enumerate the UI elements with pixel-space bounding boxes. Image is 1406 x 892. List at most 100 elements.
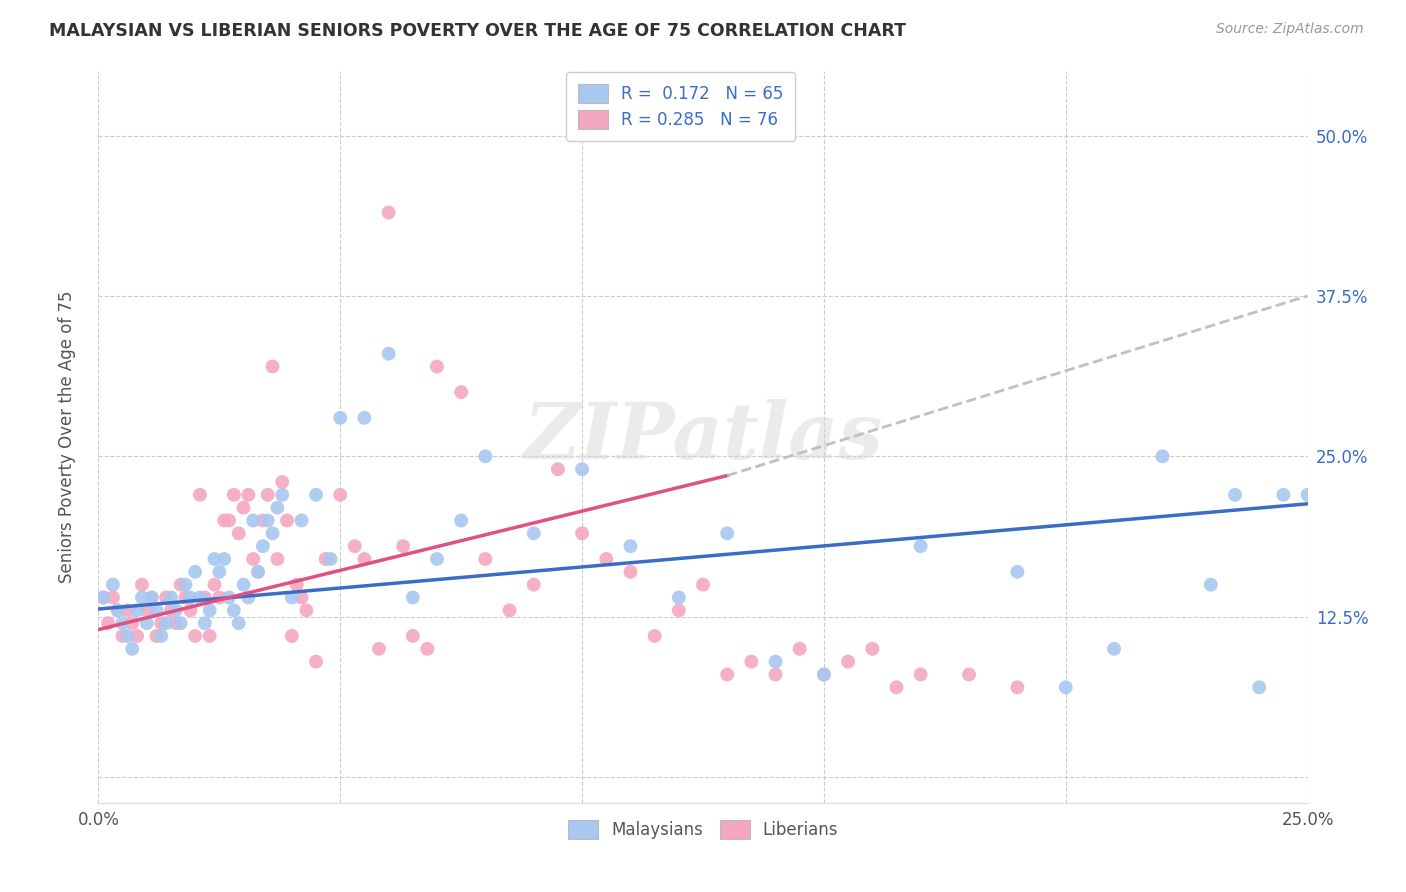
Y-axis label: Seniors Poverty Over the Age of 75: Seniors Poverty Over the Age of 75 bbox=[58, 291, 76, 583]
Point bbox=[285, 577, 308, 591]
Point bbox=[194, 616, 217, 631]
Point bbox=[353, 410, 375, 425]
Point bbox=[169, 577, 191, 591]
Point bbox=[266, 552, 288, 566]
Point bbox=[886, 681, 908, 695]
Point bbox=[155, 591, 177, 605]
Point bbox=[276, 514, 298, 528]
Point bbox=[232, 500, 254, 515]
Point bbox=[450, 385, 472, 400]
Point bbox=[135, 616, 157, 631]
Point bbox=[155, 616, 177, 631]
Point bbox=[238, 591, 260, 605]
Point bbox=[910, 667, 932, 681]
Point bbox=[957, 667, 980, 681]
Point bbox=[208, 565, 231, 579]
Point bbox=[141, 591, 163, 605]
Point bbox=[179, 591, 201, 605]
Point bbox=[644, 629, 666, 643]
Point bbox=[228, 526, 250, 541]
Point bbox=[107, 603, 129, 617]
Point bbox=[111, 629, 134, 643]
Point bbox=[343, 539, 366, 553]
Point bbox=[353, 552, 375, 566]
Point bbox=[179, 603, 201, 617]
Point bbox=[165, 603, 187, 617]
Point bbox=[242, 552, 264, 566]
Point bbox=[150, 616, 173, 631]
Point bbox=[319, 552, 342, 566]
Text: ZIPatlas: ZIPatlas bbox=[523, 399, 883, 475]
Point bbox=[247, 565, 270, 579]
Point bbox=[305, 488, 328, 502]
Point bbox=[111, 616, 134, 631]
Point bbox=[222, 603, 245, 617]
Point bbox=[377, 205, 399, 219]
Point bbox=[416, 641, 439, 656]
Point bbox=[238, 488, 260, 502]
Point bbox=[305, 655, 328, 669]
Point bbox=[1272, 488, 1295, 502]
Point bbox=[91, 591, 114, 605]
Point bbox=[571, 462, 593, 476]
Point bbox=[198, 603, 221, 617]
Point bbox=[271, 475, 294, 489]
Point bbox=[619, 539, 641, 553]
Point bbox=[1199, 577, 1222, 591]
Point bbox=[160, 591, 183, 605]
Point bbox=[523, 577, 546, 591]
Point bbox=[837, 655, 859, 669]
Point bbox=[188, 591, 211, 605]
Point bbox=[247, 565, 270, 579]
Point bbox=[256, 488, 278, 502]
Point bbox=[145, 603, 167, 617]
Point bbox=[212, 552, 235, 566]
Point bbox=[426, 552, 449, 566]
Point bbox=[290, 591, 312, 605]
Point bbox=[121, 641, 143, 656]
Point bbox=[150, 629, 173, 643]
Point bbox=[1249, 681, 1271, 695]
Point bbox=[107, 603, 129, 617]
Point bbox=[402, 629, 425, 643]
Point bbox=[252, 514, 274, 528]
Point bbox=[619, 565, 641, 579]
Point bbox=[222, 488, 245, 502]
Point bbox=[668, 591, 690, 605]
Point bbox=[165, 616, 187, 631]
Point bbox=[266, 500, 288, 515]
Point bbox=[1102, 641, 1125, 656]
Point bbox=[523, 526, 546, 541]
Point bbox=[474, 450, 496, 464]
Point bbox=[329, 410, 352, 425]
Point bbox=[204, 577, 226, 591]
Point bbox=[91, 591, 114, 605]
Point bbox=[765, 667, 787, 681]
Point bbox=[1223, 488, 1246, 502]
Point bbox=[1054, 681, 1077, 695]
Point bbox=[450, 514, 472, 528]
Point bbox=[692, 577, 714, 591]
Point bbox=[194, 591, 217, 605]
Point bbox=[402, 591, 425, 605]
Point bbox=[813, 667, 835, 681]
Point bbox=[716, 526, 738, 541]
Point bbox=[547, 462, 569, 476]
Point bbox=[716, 667, 738, 681]
Point bbox=[789, 641, 811, 656]
Point bbox=[218, 514, 240, 528]
Point bbox=[571, 526, 593, 541]
Point bbox=[127, 629, 149, 643]
Point bbox=[117, 629, 139, 643]
Point bbox=[174, 577, 197, 591]
Point bbox=[426, 359, 449, 374]
Point bbox=[184, 565, 207, 579]
Point bbox=[169, 616, 191, 631]
Point bbox=[262, 526, 284, 541]
Point bbox=[1152, 450, 1174, 464]
Point bbox=[127, 603, 149, 617]
Point bbox=[295, 603, 318, 617]
Point bbox=[184, 629, 207, 643]
Point bbox=[141, 591, 163, 605]
Point bbox=[281, 629, 304, 643]
